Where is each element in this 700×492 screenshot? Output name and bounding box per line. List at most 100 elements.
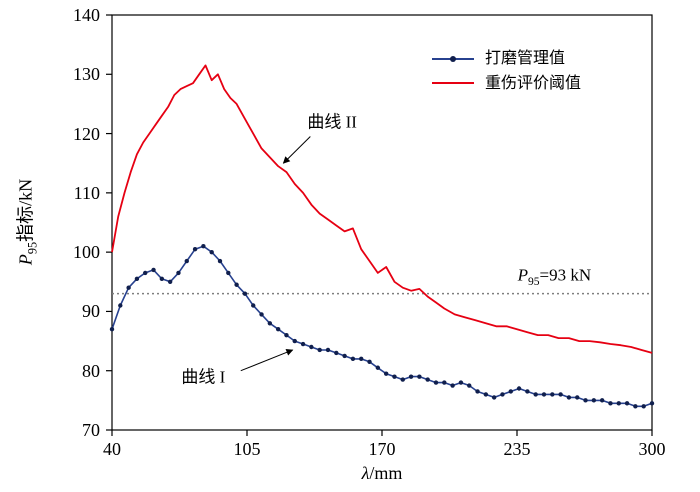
series-marker-dot: [317, 347, 322, 353]
series-marker-dot: [176, 270, 181, 276]
series-marker-dot: [134, 276, 140, 282]
legend-line-sample: [432, 82, 474, 85]
series-marker-dot: [400, 377, 405, 382]
series-marker-dot: [483, 392, 489, 397]
series-marker-dot: [558, 392, 563, 397]
series-marker-dot: [417, 374, 422, 379]
x-tick-label: 235: [503, 439, 531, 459]
series-marker-dot: [608, 401, 613, 406]
legend-label: 重伤评价阈值: [485, 74, 582, 92]
series-marker-dot: [442, 380, 447, 385]
series-marker-dot: [550, 392, 555, 397]
reference-label-symbol: P: [517, 265, 528, 285]
series-marker-dot: [533, 392, 538, 397]
series-marker-dot: [566, 395, 572, 400]
series-marker-dot: [467, 383, 472, 388]
series-marker-dot: [649, 401, 655, 406]
series-marker-dot: [599, 398, 605, 403]
series-marker-dot: [234, 282, 239, 287]
series-marker-dot: [217, 258, 223, 264]
series-marker-dot: [392, 374, 397, 379]
series-marker-dot: [292, 338, 297, 344]
series-marker-dot: [491, 395, 497, 400]
series-marker-dot: [525, 389, 530, 394]
series-marker-dot: [500, 392, 505, 397]
series-marker-dot: [508, 389, 513, 394]
reference-label-value: =93 kN: [539, 265, 592, 285]
series-marker-dot: [159, 276, 165, 282]
y-tick-label: 90: [82, 301, 100, 322]
reference-line-label: P95=93 kN: [518, 265, 592, 287]
series-marker-dot: [516, 386, 522, 391]
series-marker-dot: [209, 249, 214, 255]
x-axis-label-symbol: λ: [361, 463, 370, 483]
series-marker-dot: [383, 371, 389, 376]
series-marker-dot: [275, 327, 281, 332]
annotation-label: 曲线 II: [307, 112, 357, 132]
series-marker-dot: [109, 327, 115, 332]
series-marker-dot: [475, 389, 480, 394]
series-marker-dot: [143, 270, 148, 276]
reference-label-subscript: 95: [527, 274, 540, 288]
x-axis-label-unit: /mm: [369, 463, 403, 483]
series-marker-dot: [151, 267, 156, 273]
series-marker-dot: [633, 404, 638, 409]
series-marker-dot: [309, 344, 314, 350]
series-marker-dot: [450, 383, 455, 388]
series-marker-dot: [226, 270, 231, 276]
series-marker-dot: [118, 303, 123, 308]
series-marker-dot: [300, 341, 306, 347]
series-marker-dot: [433, 380, 439, 385]
series-marker-dot: [359, 356, 364, 362]
legend-entry: 打磨管理值: [430, 50, 581, 68]
annotation-arrow: [240, 349, 294, 372]
series-marker-dot: [192, 246, 198, 252]
legend-line-sample: [432, 55, 474, 62]
y-tick-label: 120: [73, 123, 100, 144]
series-marker-dot: [616, 401, 621, 406]
series-marker-dot: [184, 258, 189, 264]
series-marker-dot: [242, 291, 248, 296]
series-marker-dot: [375, 365, 381, 370]
series-marker-dot: [425, 377, 430, 382]
x-tick-label: 300: [638, 439, 666, 459]
y-tick-label: 110: [73, 182, 100, 203]
series-marker-dot: [284, 332, 289, 338]
y-tick-label: 100: [73, 242, 100, 263]
series-marker-dot: [201, 244, 206, 249]
series-marker-dot: [350, 356, 356, 362]
y-tick-label: 140: [73, 5, 100, 25]
series-marker-dot: [641, 404, 646, 409]
x-tick-label: 40: [103, 439, 121, 459]
series-marker-dot: [541, 392, 547, 397]
series-marker-dot: [575, 395, 580, 400]
series-marker-dot: [342, 353, 347, 359]
y-tick-label: 80: [82, 360, 100, 381]
series-marker-dot: [251, 303, 256, 308]
x-axis-label: λ/mm: [362, 463, 403, 484]
series-marker-dot: [126, 285, 131, 290]
series-marker-dot: [591, 398, 597, 403]
series-marker-dot: [334, 350, 339, 356]
x-tick-label: 105: [233, 439, 261, 459]
series-marker-dot: [259, 312, 264, 317]
series-line-threshold: [111, 64, 653, 354]
legend-entry: 重伤评价阈值: [430, 75, 581, 93]
y-tick-label: 70: [82, 420, 100, 440]
legend: 打磨管理值重伤评价阈值: [430, 50, 581, 92]
series-marker-dot: [367, 359, 372, 365]
series-marker-dot: [583, 398, 588, 403]
series-marker-dot: [458, 380, 464, 385]
series-marker-dot: [267, 321, 273, 326]
y-tick-label: 130: [73, 64, 100, 85]
x-tick-label: 170: [368, 439, 396, 459]
annotation-label: 曲线 I: [181, 367, 226, 387]
annotation-arrow: [282, 136, 311, 164]
series-marker-dot: [408, 374, 414, 379]
series-marker-dot: [624, 401, 630, 406]
legend-label: 打磨管理值: [485, 50, 566, 67]
series-marker-dot: [325, 347, 331, 353]
series-marker-dot: [167, 279, 173, 284]
